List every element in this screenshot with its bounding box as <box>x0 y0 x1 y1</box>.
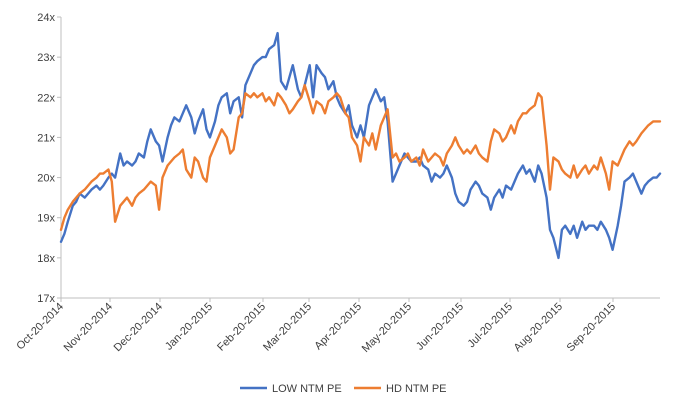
series-line-low-ntm-pe <box>59 31 662 260</box>
y-tick-label: 18x <box>37 253 55 265</box>
y-tick-label: 17x <box>37 293 55 305</box>
series-line-hd-ntm-pe <box>59 84 662 231</box>
legend-label: HD NTM PE <box>386 383 447 395</box>
x-tick-label: Sep-20-2015 <box>565 301 618 354</box>
legend: LOW NTM PE HD NTM PE <box>240 383 447 395</box>
x-tick-label: Jun-20-2015 <box>414 301 466 353</box>
x-tick-label: Apr-20-2015 <box>312 301 364 353</box>
legend-label: LOW NTM PE <box>272 383 342 395</box>
x-tick-label: Aug-20-2015 <box>512 301 565 354</box>
x-tick-label: May-20-2015 <box>360 301 414 355</box>
x-tick-label: Mar-20-2015 <box>261 301 314 354</box>
y-tick-label: 22x <box>37 92 55 104</box>
y-tick-label: 23x <box>37 52 55 64</box>
y-tick-label: 21x <box>37 132 55 144</box>
x-tick-label: Jul-20-2015 <box>466 301 516 351</box>
y-tick-label: 19x <box>37 213 55 225</box>
x-tick-label: Jan-20-2015 <box>163 301 215 353</box>
y-tick-label: 24x <box>37 12 55 24</box>
x-tick-label: Feb-20-2015 <box>215 301 268 354</box>
x-tick-label: Dec-20-2014 <box>112 301 165 354</box>
x-tick-label: Oct-20-2014 <box>14 301 66 353</box>
x-tick-label: Nov-20-2014 <box>62 301 115 354</box>
y-tick-label: 20x <box>37 173 55 185</box>
series-lines <box>59 31 662 260</box>
